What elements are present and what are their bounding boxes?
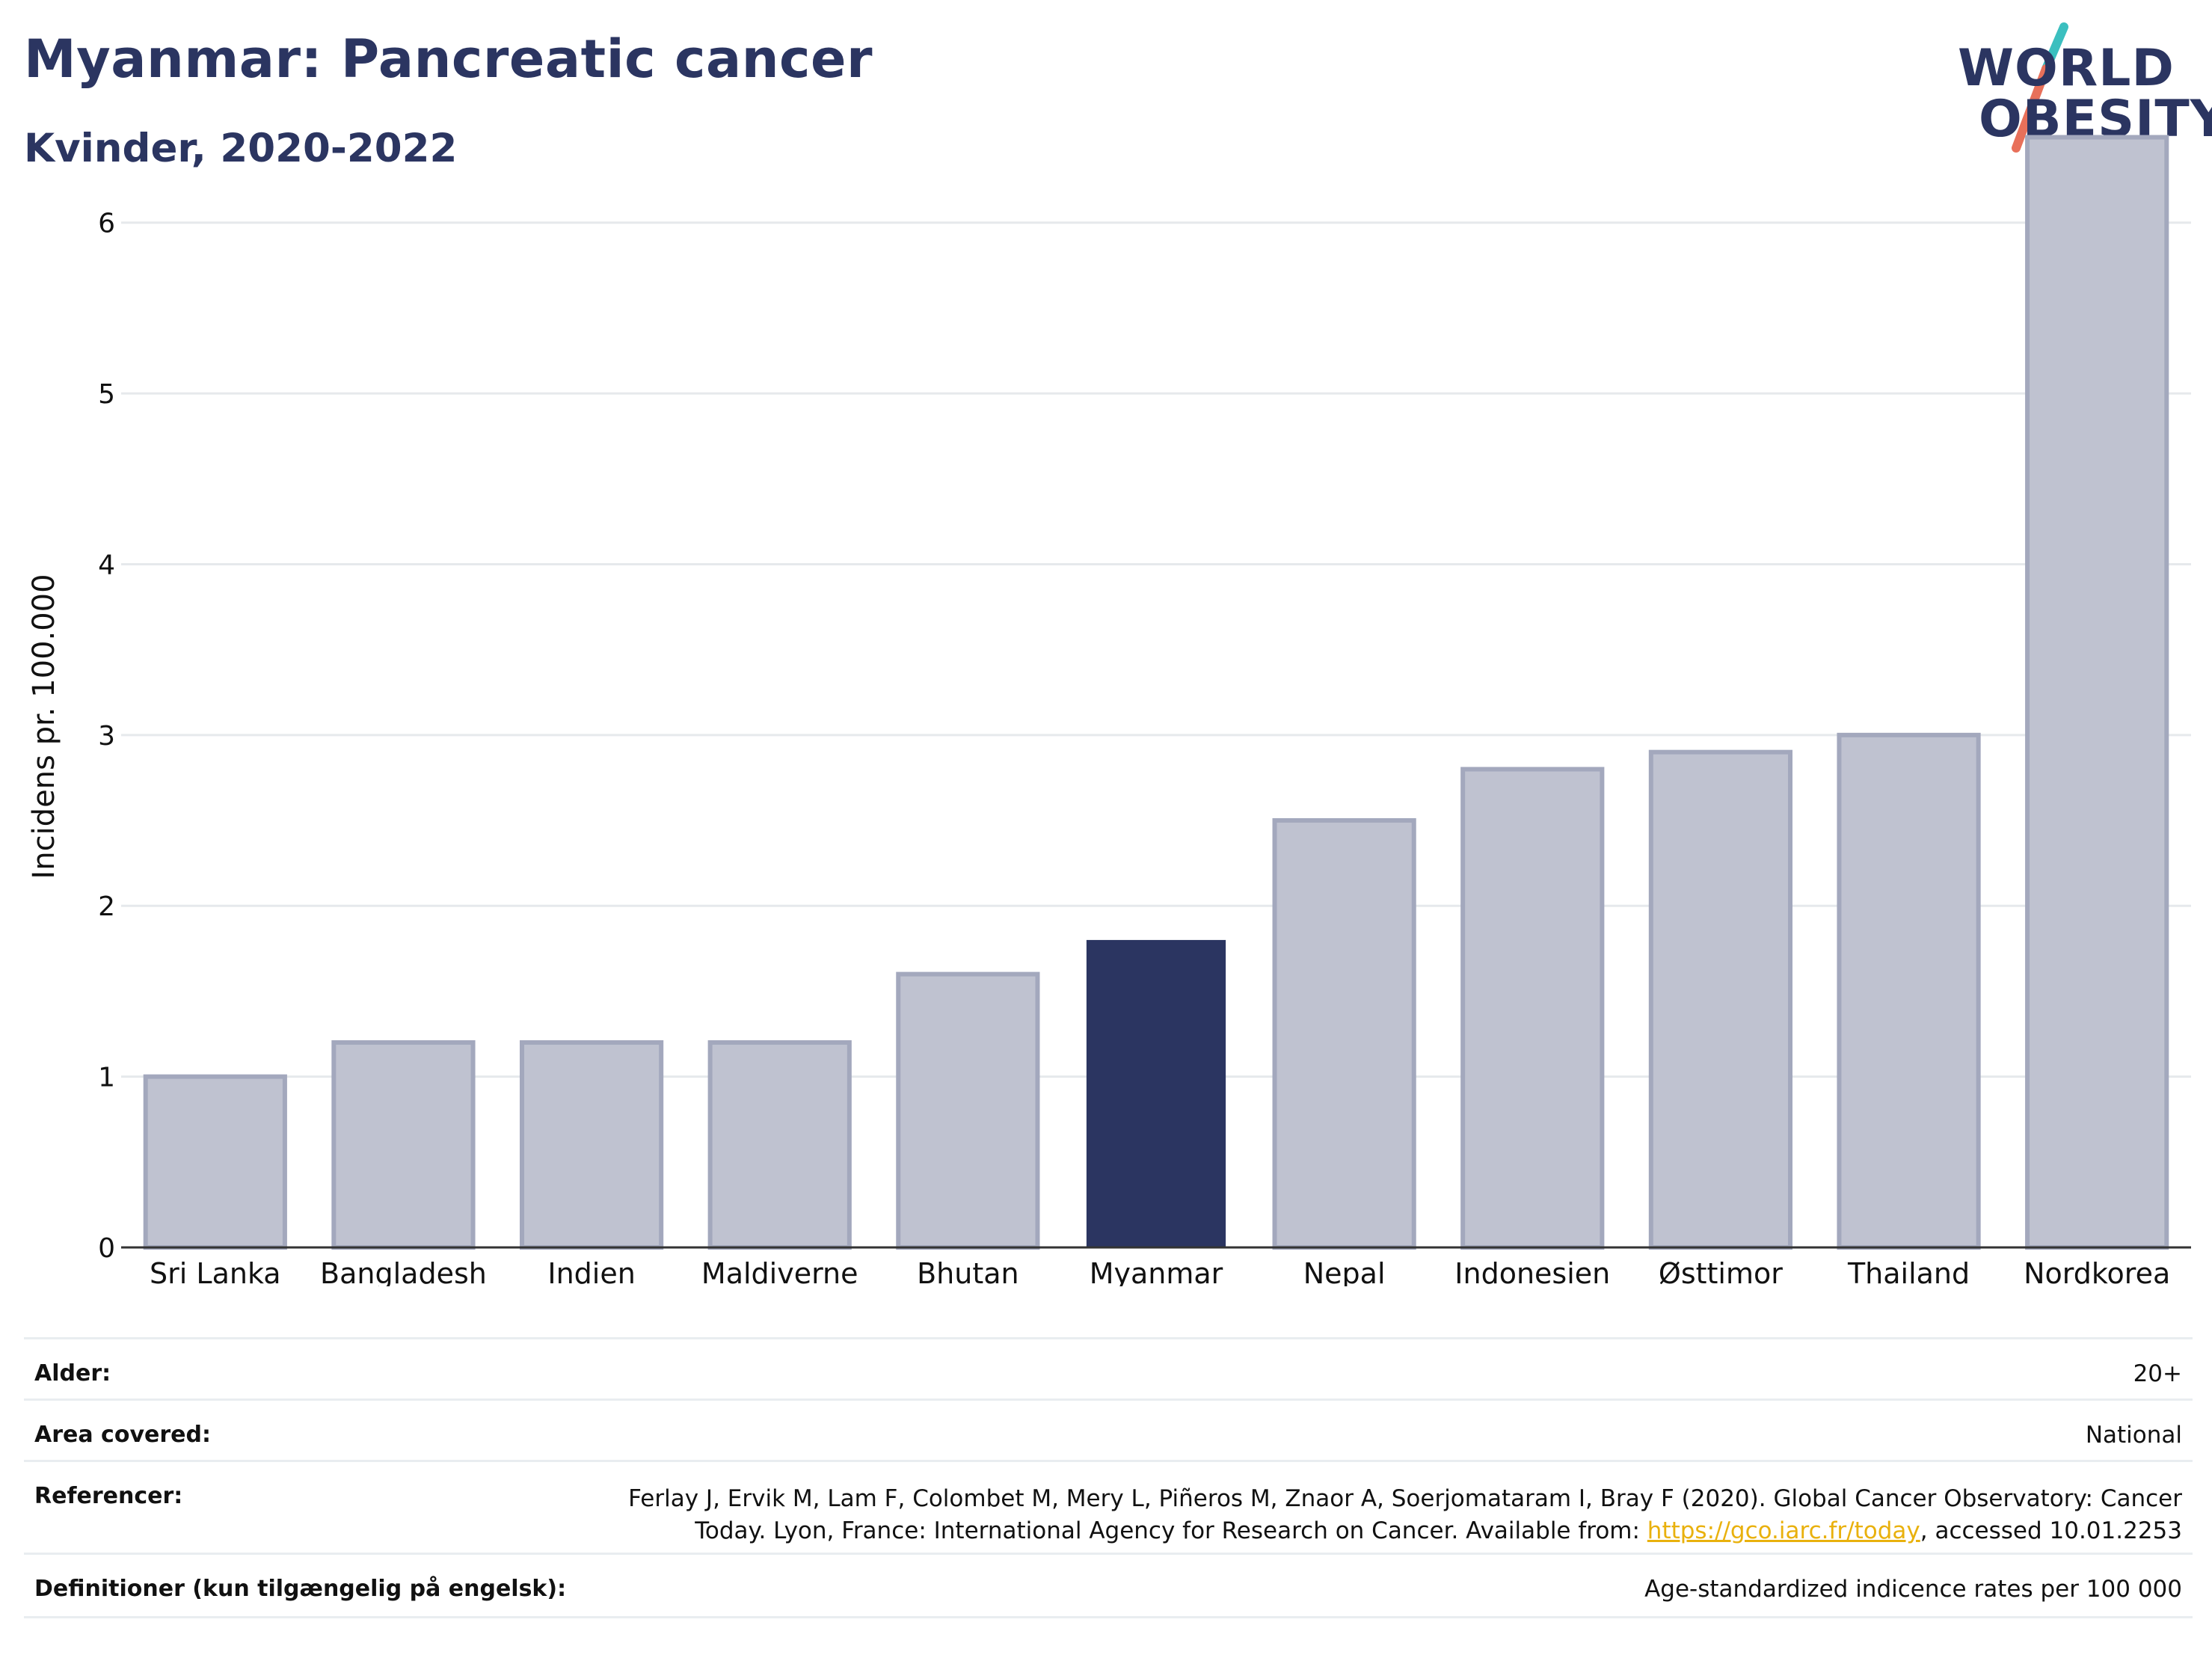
bar-nepal <box>1272 818 1416 1250</box>
x-tick-label: Bangladesh <box>320 1257 487 1286</box>
bar-chart: 0 1 2 3 4 5 6 Incidens pr. 100.000 Sri Lanka Bang… <box>27 135 2191 1286</box>
logo-slash-icon <box>2012 22 2068 153</box>
meta-row-area: Area covered: National <box>24 1398 2193 1462</box>
bar-bhutan <box>896 971 1040 1250</box>
bar-indien <box>519 1040 664 1250</box>
meta-value: Age-standardized indicence rates per 100… <box>1644 1576 2182 1603</box>
meta-label: Alder: <box>34 1360 111 1387</box>
reference-text: Today. Lyon, France: International Agenc… <box>695 1517 1647 1544</box>
x-tick-label: Maldiverne <box>701 1257 858 1286</box>
meta-row-references: Referencer: Ferlay J, Ervik M, Lam F, Co… <box>24 1460 2193 1555</box>
meta-value: Ferlay J, Ervik M, Lam F, Colombet M, Me… <box>628 1483 2182 1547</box>
meta-row-age: Alder: 20+ <box>24 1337 2193 1401</box>
reference-accessed: , accessed 10.01.2253 <box>1920 1517 2182 1544</box>
bar-bangladesh <box>331 1040 476 1250</box>
reference-line-2: Today. Lyon, France: International Agenc… <box>628 1515 2182 1547</box>
meta-label: Referencer: <box>34 1483 183 1509</box>
y-tick-label: 4 <box>98 550 115 580</box>
y-tick-label: 6 <box>98 209 115 239</box>
y-tick-label: 3 <box>98 721 115 752</box>
x-tick-label: Sri Lanka <box>150 1257 281 1286</box>
logo-line1: WORLD <box>1958 39 2175 98</box>
meta-row-definitions: Definitioner (kun tilgængelig på engelsk… <box>24 1553 2193 1618</box>
bar-myanmar <box>1086 939 1226 1247</box>
x-tick-label: Myanmar <box>1090 1257 1223 1286</box>
meta-value: National <box>2085 1422 2182 1449</box>
meta-value: 20+ <box>2133 1360 2182 1387</box>
x-tick-label: Nepal <box>1303 1257 1386 1286</box>
bar-sri-lanka <box>143 1074 287 1250</box>
x-tick-label: Indien <box>547 1257 635 1286</box>
bar-thailand <box>1837 732 1981 1250</box>
x-tick-label: Bhutan <box>917 1257 1019 1286</box>
y-tick-label: 0 <box>98 1233 115 1264</box>
y-tick-label: 1 <box>98 1063 115 1093</box>
x-tick-label: Østtimor <box>1659 1257 1783 1286</box>
page-subtitle: Kvinder, 2020-2022 <box>24 126 458 171</box>
y-tick-label: 2 <box>98 891 115 922</box>
bar-maldiverne <box>707 1040 852 1250</box>
reference-link[interactable]: https://gco.iarc.fr/today <box>1647 1517 1920 1544</box>
x-tick-label: Thailand <box>1847 1257 1970 1286</box>
x-tick-label: Indonesien <box>1454 1257 1610 1286</box>
y-axis-label: Incidens pr. 100.000 <box>27 574 61 879</box>
bar-østtimor <box>1648 749 1793 1250</box>
reference-line-1: Ferlay J, Ervik M, Lam F, Colombet M, Me… <box>628 1485 2182 1512</box>
bar-indonesien <box>1460 767 1605 1250</box>
bar-nordkorea <box>2025 135 2169 1250</box>
y-tick-label: 5 <box>98 379 115 410</box>
meta-label: Definitioner (kun tilgængelig på engelsk… <box>34 1576 567 1602</box>
x-tick-label: Nordkorea <box>2024 1257 2170 1286</box>
page-title: Myanmar: Pancreatic cancer <box>24 28 873 90</box>
meta-label: Area covered: <box>34 1422 211 1448</box>
